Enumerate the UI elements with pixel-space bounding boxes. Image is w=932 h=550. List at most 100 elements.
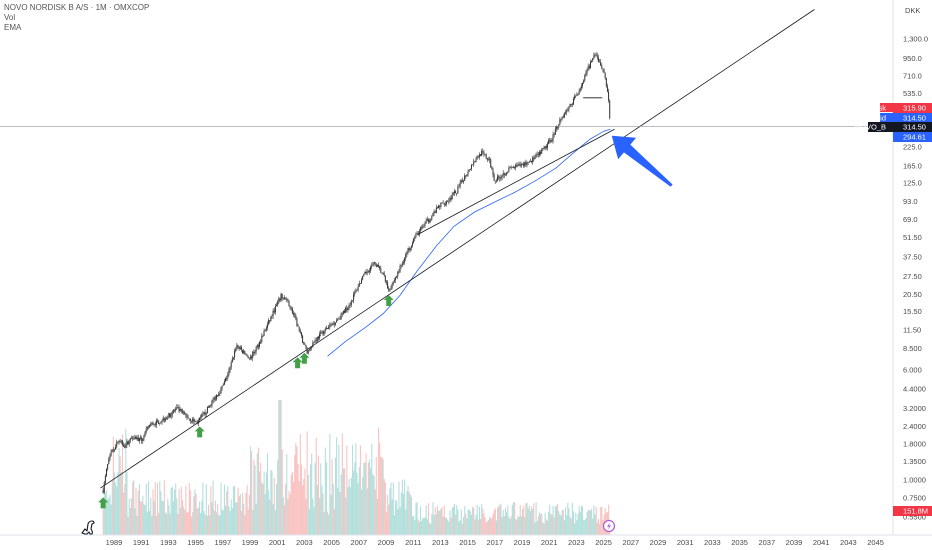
candle-body — [353, 294, 355, 301]
volume-bar — [126, 471, 128, 535]
volume-bar — [255, 503, 257, 535]
trendlines[interactable] — [100, 9, 815, 489]
volume-bar — [549, 504, 551, 535]
volume-bar — [166, 514, 168, 535]
price-tick-label: 1.0000 — [903, 476, 926, 485]
candle-body — [584, 75, 586, 81]
volume-bar — [570, 518, 572, 535]
vol-indicator-label[interactable]: Vol — [4, 13, 16, 22]
volume-bar — [504, 507, 507, 535]
candle-body — [536, 154, 538, 155]
volume-bar — [379, 443, 381, 535]
volume-bar — [270, 469, 272, 535]
candle-body — [464, 175, 466, 181]
volume-bar — [253, 459, 255, 535]
volume-bar — [576, 520, 578, 535]
volume-bar — [455, 514, 457, 535]
candle-body — [162, 418, 164, 421]
candle-body — [521, 163, 523, 165]
volume-bar — [396, 500, 398, 535]
price-scale[interactable] — [893, 0, 932, 535]
volume-bar — [274, 510, 276, 535]
volume-bar — [172, 501, 174, 535]
candle-body — [349, 304, 351, 306]
volume-bar — [154, 482, 156, 535]
candle-body — [153, 424, 155, 425]
volume-bar — [209, 515, 211, 535]
candle-body — [163, 418, 165, 421]
candle-body — [324, 328, 326, 331]
volume-bar — [592, 518, 594, 535]
candle-body — [361, 279, 363, 284]
volume-bar — [184, 509, 186, 535]
candle-body — [219, 393, 221, 394]
volume-bar — [372, 474, 374, 535]
candle-body — [108, 459, 110, 465]
candle-body — [341, 313, 343, 315]
candle-body — [274, 306, 276, 313]
volume-bar — [497, 507, 499, 535]
volume-bar — [260, 462, 262, 535]
volume-bar — [407, 485, 409, 535]
candle-body — [251, 356, 253, 358]
candle-body — [127, 441, 129, 445]
candle-body — [501, 175, 503, 178]
volume-bar — [525, 503, 527, 535]
volume-bar — [517, 515, 519, 535]
candle-body — [426, 219, 428, 221]
volume-bar — [516, 519, 518, 535]
up-arrow-icon — [299, 352, 310, 364]
candle-body — [601, 65, 603, 69]
lightning-event-icon[interactable] — [602, 519, 616, 533]
candle-body — [565, 112, 567, 114]
volume-bar — [594, 514, 596, 535]
symbol-title[interactable]: NOVO NORDISK B A/S · 1M · OMXCOP — [4, 3, 150, 12]
candle-body — [228, 370, 230, 375]
price-tick-label: 6.000 — [903, 365, 922, 374]
ema-indicator-label[interactable]: EMA — [4, 23, 22, 32]
volume-bar — [297, 463, 299, 535]
candle-body — [519, 164, 521, 166]
volume-bar — [238, 496, 240, 535]
chart-legend[interactable]: NOVO NORDISK B A/S · 1M · OMXCOP Vol EMA — [4, 3, 149, 33]
volume-bar — [529, 511, 531, 535]
candle-body — [500, 177, 502, 179]
volume-bar — [456, 504, 458, 535]
time-tick-label: 2027 — [622, 538, 639, 547]
candle-body — [234, 351, 236, 358]
volume-bar — [527, 508, 529, 535]
volume-bar — [436, 505, 439, 535]
candle-body — [121, 440, 123, 445]
volume-bar — [499, 504, 501, 535]
volume-bar — [248, 495, 250, 535]
candle-body — [504, 174, 506, 176]
volume-bar — [163, 479, 165, 535]
candle-body — [510, 167, 512, 168]
volume-bar — [161, 500, 163, 535]
price-tick-label: 2.4000 — [903, 422, 926, 431]
volume-bar — [381, 456, 383, 535]
candle-body — [279, 298, 281, 301]
volume-bar — [266, 453, 269, 535]
candle-body — [280, 293, 282, 301]
volume-bar — [487, 520, 490, 535]
dinosaur-logo-icon[interactable] — [81, 520, 95, 535]
volume-bar — [373, 476, 375, 535]
candle-body — [514, 166, 516, 168]
volume-bar — [345, 497, 347, 535]
candle-body — [344, 310, 346, 313]
volume-bar — [171, 486, 173, 535]
candle-body — [239, 346, 241, 349]
candle-body — [288, 300, 290, 307]
candle-body — [467, 171, 469, 175]
price-tick-label: 69.0 — [903, 215, 918, 224]
marker-arrows[interactable] — [98, 135, 673, 509]
volume-bar — [418, 522, 420, 535]
candle-body — [147, 426, 149, 428]
candle-body — [255, 347, 257, 352]
volume-bar — [321, 485, 323, 535]
candle-body — [120, 440, 122, 442]
volume-bar — [142, 495, 144, 535]
volume-bar — [110, 504, 112, 535]
